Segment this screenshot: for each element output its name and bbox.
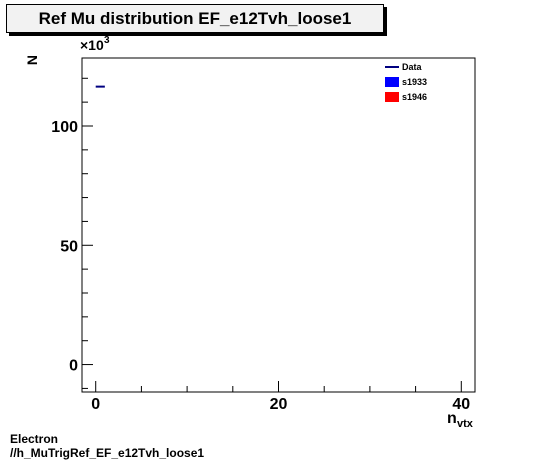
y-tick-label: 0 (69, 358, 78, 375)
y-multiplier: ×10 (80, 37, 104, 53)
x-axis-title-subscript: vtx (457, 418, 474, 430)
y-axis-title: N (24, 55, 40, 65)
y-multiplier-exponent: 3 (104, 35, 110, 46)
x-tick-label: 0 (91, 396, 100, 413)
x-tick-label: 20 (270, 396, 288, 413)
legend-label: s1933 (402, 77, 427, 87)
x-axis-title: n (447, 410, 457, 427)
legend-box-marker (385, 92, 399, 102)
y-tick-label: 100 (51, 119, 78, 136)
legend-label: Data (402, 62, 423, 72)
footer-path: //h_MuTrigRef_EF_e12Tvh_loose1 (10, 446, 205, 460)
y-tick-label: 50 (60, 238, 78, 255)
footer-category: Electron (10, 432, 59, 446)
legend-label: s1946 (402, 92, 427, 102)
plot-frame (81, 57, 476, 393)
x-tick-label: 40 (452, 396, 470, 413)
chart-title: Ref Mu distribution EF_e12Tvh_loose1 (6, 4, 384, 33)
legend-box-marker (385, 77, 399, 87)
